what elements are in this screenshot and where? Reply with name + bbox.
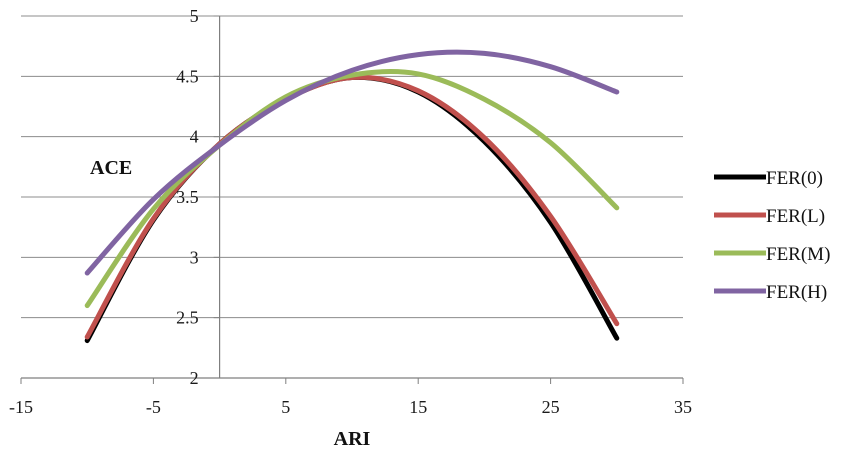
y-tick-label: 3.5 [176, 187, 199, 207]
y-tick-label: 4 [190, 127, 199, 147]
y-axis-title: ACE [90, 157, 132, 179]
x-tick-label: 5 [281, 397, 290, 417]
y-tick-label: 5 [190, 6, 199, 26]
y-tick-label: 4.5 [176, 66, 199, 86]
legend-label: FER(M) [766, 244, 830, 265]
x-axis-title: ARI [334, 428, 371, 450]
legend-label: FER(0) [766, 168, 823, 189]
y-tick-label: 2 [190, 368, 199, 388]
x-tick-label: 25 [542, 397, 560, 417]
x-tick-label: -15 [9, 397, 33, 417]
series-line-FER(M) [84, 69, 620, 309]
axes [20, 15, 684, 384]
y-tick-label: 2.5 [176, 308, 199, 328]
legend-label: FER(H) [766, 282, 827, 303]
series-line-FER(0) [84, 74, 620, 344]
legend: FER(0) FER(L) FER(M) FER(H) [714, 168, 830, 303]
legend-label: FER(L) [766, 206, 825, 227]
x-tick-label: 35 [674, 397, 692, 417]
tick-labels: 2 2.5 3 3.5 4 4.5 5 -15 -5 5 15 25 35 [9, 6, 692, 417]
y-tick-label: 3 [190, 247, 199, 267]
x-tick-label: 15 [409, 397, 427, 417]
series-lines [84, 49, 620, 344]
x-tick-label: -5 [146, 397, 161, 417]
series-line-FER(H) [84, 49, 620, 276]
